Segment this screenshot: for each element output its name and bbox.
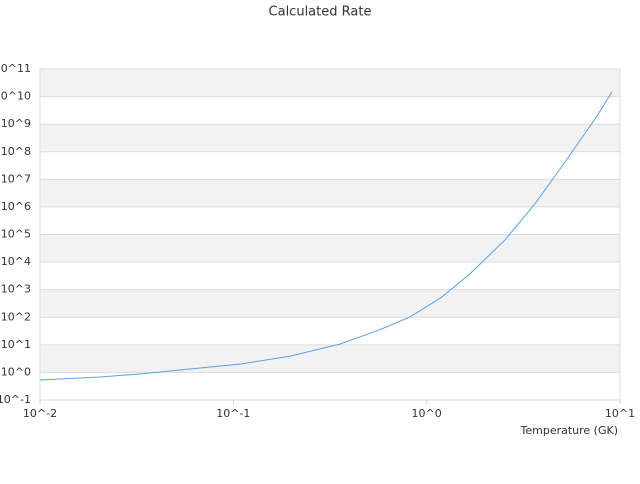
x-axis-label: Temperature (GK) bbox=[520, 424, 619, 437]
grid-band bbox=[40, 69, 620, 97]
y-tick-label: 10^5 bbox=[1, 228, 31, 241]
y-tick-label: 10^7 bbox=[1, 172, 31, 185]
y-tick-label: 10^4 bbox=[1, 255, 31, 268]
y-tick-label: 10^0 bbox=[1, 365, 31, 378]
x-tick-label: 10^-1 bbox=[216, 407, 250, 420]
grid-band bbox=[40, 124, 620, 152]
x-tick-label: 10^1 bbox=[605, 407, 635, 420]
y-tick-label: 10^9 bbox=[1, 117, 31, 130]
chart-title: Calculated Rate bbox=[269, 5, 372, 20]
y-tick-label: 10^11 bbox=[0, 62, 31, 75]
grid bbox=[40, 68, 620, 401]
grid-band bbox=[40, 234, 620, 263]
x-tick-label: 10^-2 bbox=[23, 407, 57, 420]
y-tick-label: 10^-1 bbox=[0, 393, 31, 406]
y-tick-label: 10^1 bbox=[1, 338, 31, 351]
y-tick-label: 10^2 bbox=[1, 310, 31, 323]
y-tick-label: 10^8 bbox=[1, 145, 31, 158]
y-tick-label: 10^3 bbox=[1, 283, 31, 296]
y-tick-label: 10^6 bbox=[1, 200, 31, 213]
data-line bbox=[39, 91, 613, 381]
grid-band bbox=[40, 344, 620, 373]
plot-border bbox=[39, 68, 621, 401]
grid-band bbox=[40, 179, 620, 207]
y-tick-label: 10^10 bbox=[0, 90, 31, 103]
x-tick-label: 10^0 bbox=[412, 407, 442, 420]
grid-band bbox=[40, 289, 620, 318]
